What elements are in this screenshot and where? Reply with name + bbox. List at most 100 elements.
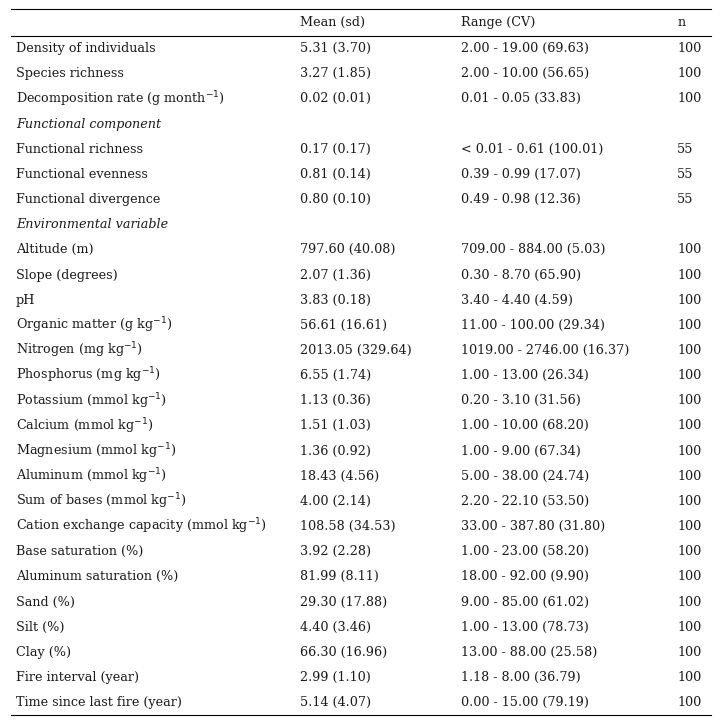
Text: 3.92 (2.28): 3.92 (2.28) <box>300 545 371 558</box>
Text: 100: 100 <box>677 520 702 533</box>
Text: 0.01 - 0.05 (33.83): 0.01 - 0.05 (33.83) <box>461 92 580 105</box>
Text: 1.51 (1.03): 1.51 (1.03) <box>300 420 370 433</box>
Text: 81.99 (8.11): 81.99 (8.11) <box>300 570 378 583</box>
Text: Time since last fire (year): Time since last fire (year) <box>16 696 182 709</box>
Text: n: n <box>677 16 685 29</box>
Text: Mean (sd): Mean (sd) <box>300 16 365 29</box>
Text: 100: 100 <box>677 293 702 306</box>
Text: 1.36 (0.92): 1.36 (0.92) <box>300 445 370 458</box>
Text: pH: pH <box>16 293 35 306</box>
Text: 1.00 - 13.00 (78.73): 1.00 - 13.00 (78.73) <box>461 621 588 634</box>
Text: 2.07 (1.36): 2.07 (1.36) <box>300 268 370 281</box>
Text: Nitrogen (mg kg$^{-1}$): Nitrogen (mg kg$^{-1}$) <box>16 341 143 360</box>
Text: 1.00 - 9.00 (67.34): 1.00 - 9.00 (67.34) <box>461 445 580 458</box>
Text: 56.61 (16.61): 56.61 (16.61) <box>300 319 387 332</box>
Text: 100: 100 <box>677 42 702 55</box>
Text: 2.00 - 10.00 (56.65): 2.00 - 10.00 (56.65) <box>461 67 589 80</box>
Text: 9.00 - 85.00 (61.02): 9.00 - 85.00 (61.02) <box>461 596 588 609</box>
Text: 1.00 - 13.00 (26.34): 1.00 - 13.00 (26.34) <box>461 369 588 382</box>
Text: 100: 100 <box>677 394 702 407</box>
Text: 1.00 - 23.00 (58.20): 1.00 - 23.00 (58.20) <box>461 545 588 558</box>
Text: 2013.05 (329.64): 2013.05 (329.64) <box>300 344 412 357</box>
Text: 18.43 (4.56): 18.43 (4.56) <box>300 470 379 483</box>
Text: 5.14 (4.07): 5.14 (4.07) <box>300 696 371 709</box>
Text: Range (CV): Range (CV) <box>461 16 535 29</box>
Text: 33.00 - 387.80 (31.80): 33.00 - 387.80 (31.80) <box>461 520 605 533</box>
Text: 100: 100 <box>677 420 702 433</box>
Text: 100: 100 <box>677 696 702 709</box>
Text: 100: 100 <box>677 596 702 609</box>
Text: 5.00 - 38.00 (24.74): 5.00 - 38.00 (24.74) <box>461 470 589 483</box>
Text: Base saturation (%): Base saturation (%) <box>16 545 143 558</box>
Text: 6.55 (1.74): 6.55 (1.74) <box>300 369 371 382</box>
Text: Calcium (mmol kg$^{-1}$): Calcium (mmol kg$^{-1}$) <box>16 416 154 435</box>
Text: 55: 55 <box>677 193 694 206</box>
Text: 1019.00 - 2746.00 (16.37): 1019.00 - 2746.00 (16.37) <box>461 344 629 357</box>
Text: Functional richness: Functional richness <box>16 143 143 156</box>
Text: 100: 100 <box>677 470 702 483</box>
Text: 0.20 - 3.10 (31.56): 0.20 - 3.10 (31.56) <box>461 394 580 407</box>
Text: 1.13 (0.36): 1.13 (0.36) <box>300 394 370 407</box>
Text: Functional component: Functional component <box>16 118 161 131</box>
Text: 100: 100 <box>677 319 702 332</box>
Text: 29.30 (17.88): 29.30 (17.88) <box>300 596 387 609</box>
Text: 100: 100 <box>677 671 702 684</box>
Text: 1.00 - 10.00 (68.20): 1.00 - 10.00 (68.20) <box>461 420 588 433</box>
Text: 0.80 (0.10): 0.80 (0.10) <box>300 193 370 206</box>
Text: Functional divergence: Functional divergence <box>16 193 160 206</box>
Text: 2.99 (1.10): 2.99 (1.10) <box>300 671 370 684</box>
Text: 11.00 - 100.00 (29.34): 11.00 - 100.00 (29.34) <box>461 319 604 332</box>
Text: 0.00 - 15.00 (79.19): 0.00 - 15.00 (79.19) <box>461 696 588 709</box>
Text: Cation exchange capacity (mmol kg$^{-1}$): Cation exchange capacity (mmol kg$^{-1}$… <box>16 517 266 536</box>
Text: 100: 100 <box>677 570 702 583</box>
Text: 100: 100 <box>677 646 702 659</box>
Text: 100: 100 <box>677 445 702 458</box>
Text: Decomposition rate (g month$^{-1}$): Decomposition rate (g month$^{-1}$) <box>16 89 225 109</box>
Text: Aluminum (mmol kg$^{-1}$): Aluminum (mmol kg$^{-1}$) <box>16 466 167 486</box>
Text: Phosphorus (mg kg$^{-1}$): Phosphorus (mg kg$^{-1}$) <box>16 366 161 386</box>
Text: 3.83 (0.18): 3.83 (0.18) <box>300 293 370 306</box>
Text: 5.31 (3.70): 5.31 (3.70) <box>300 42 371 55</box>
Text: 4.40 (3.46): 4.40 (3.46) <box>300 621 371 634</box>
Text: 108.58 (34.53): 108.58 (34.53) <box>300 520 395 533</box>
Text: 100: 100 <box>677 268 702 281</box>
Text: 100: 100 <box>677 92 702 105</box>
Text: Organic matter (g kg$^{-1}$): Organic matter (g kg$^{-1}$) <box>16 316 172 335</box>
Text: 4.00 (2.14): 4.00 (2.14) <box>300 495 370 508</box>
Text: Sum of bases (mmol kg$^{-1}$): Sum of bases (mmol kg$^{-1}$) <box>16 492 186 511</box>
Text: 66.30 (16.96): 66.30 (16.96) <box>300 646 387 659</box>
Text: 100: 100 <box>677 67 702 80</box>
Text: Aluminum saturation (%): Aluminum saturation (%) <box>16 570 178 583</box>
Text: Potassium (mmol kg$^{-1}$): Potassium (mmol kg$^{-1}$) <box>16 391 167 410</box>
Text: 797.60 (40.08): 797.60 (40.08) <box>300 244 395 257</box>
Text: 18.00 - 92.00 (9.90): 18.00 - 92.00 (9.90) <box>461 570 588 583</box>
Text: Functional evenness: Functional evenness <box>16 168 148 181</box>
Text: 0.17 (0.17): 0.17 (0.17) <box>300 143 370 156</box>
Text: Fire interval (year): Fire interval (year) <box>16 671 139 684</box>
Text: Species richness: Species richness <box>16 67 123 80</box>
Text: 55: 55 <box>677 168 694 181</box>
Text: 0.49 - 0.98 (12.36): 0.49 - 0.98 (12.36) <box>461 193 580 206</box>
Text: Density of individuals: Density of individuals <box>16 42 155 55</box>
Text: 0.81 (0.14): 0.81 (0.14) <box>300 168 370 181</box>
Text: Slope (degrees): Slope (degrees) <box>16 268 118 281</box>
Text: 100: 100 <box>677 545 702 558</box>
Text: 2.20 - 22.10 (53.50): 2.20 - 22.10 (53.50) <box>461 495 589 508</box>
Text: 2.00 - 19.00 (69.63): 2.00 - 19.00 (69.63) <box>461 42 588 55</box>
Text: Sand (%): Sand (%) <box>16 596 75 609</box>
Text: Clay (%): Clay (%) <box>16 646 71 659</box>
Text: Magnesium (mmol kg$^{-1}$): Magnesium (mmol kg$^{-1}$) <box>16 441 176 461</box>
Text: 100: 100 <box>677 621 702 634</box>
Text: 55: 55 <box>677 143 694 156</box>
Text: 709.00 - 884.00 (5.03): 709.00 - 884.00 (5.03) <box>461 244 605 257</box>
Text: < 0.01 - 0.61 (100.01): < 0.01 - 0.61 (100.01) <box>461 143 603 156</box>
Text: 0.30 - 8.70 (65.90): 0.30 - 8.70 (65.90) <box>461 268 580 281</box>
Text: 0.02 (0.01): 0.02 (0.01) <box>300 92 370 105</box>
Text: 3.40 - 4.40 (4.59): 3.40 - 4.40 (4.59) <box>461 293 573 306</box>
Text: 100: 100 <box>677 369 702 382</box>
Text: 100: 100 <box>677 344 702 357</box>
Text: 13.00 - 88.00 (25.58): 13.00 - 88.00 (25.58) <box>461 646 597 659</box>
Text: 100: 100 <box>677 495 702 508</box>
Text: 3.27 (1.85): 3.27 (1.85) <box>300 67 371 80</box>
Text: 1.18 - 8.00 (36.79): 1.18 - 8.00 (36.79) <box>461 671 580 684</box>
